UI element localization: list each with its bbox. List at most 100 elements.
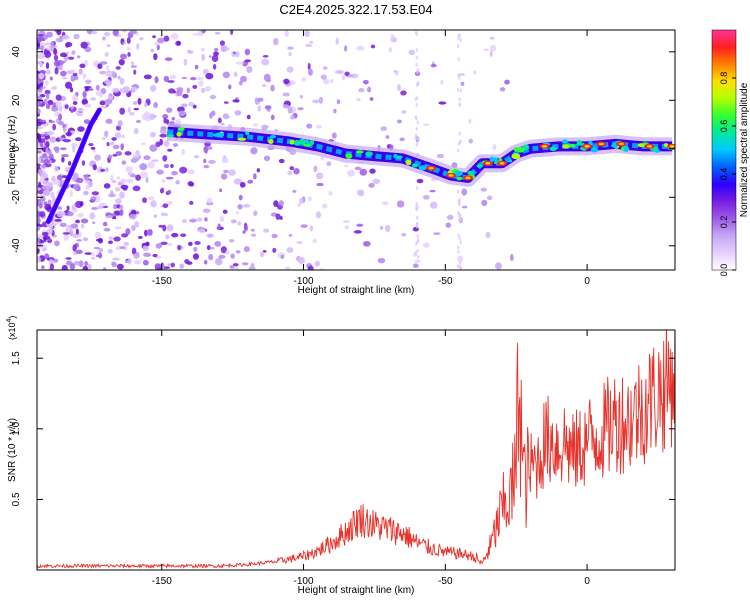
x-tick-label: -100: [294, 276, 314, 287]
noise-blob: [328, 191, 333, 196]
noise-blob: [284, 30, 290, 37]
noise-blob: [117, 119, 123, 127]
noise-blob: [127, 52, 131, 57]
noise-blob: [82, 90, 87, 98]
noise-blob: [44, 80, 49, 86]
noise-blob: [69, 263, 76, 270]
noise-blob: [220, 246, 227, 254]
noise-blob: [293, 167, 300, 175]
noise-blob: [49, 136, 57, 143]
noise-blob: [408, 49, 416, 56]
y-tick-label: -40: [11, 238, 22, 253]
noise-blob: [416, 215, 419, 220]
snr-series: [37, 330, 675, 569]
noise-blob: [206, 197, 213, 204]
noise-blob: [457, 245, 460, 250]
noise-blob: [194, 64, 199, 70]
noise-blob: [468, 118, 472, 125]
noise-blob: [132, 156, 140, 162]
noise-blob: [193, 154, 200, 159]
noise-blob: [163, 266, 171, 270]
noise-blob: [253, 210, 258, 216]
noise-blob: [459, 260, 462, 265]
noise-blob: [219, 188, 223, 193]
noise-blob: [84, 86, 90, 92]
noise-blob: [54, 240, 60, 247]
ridge-blob: [562, 144, 570, 149]
noise-blob: [414, 250, 417, 255]
noise-blob: [153, 53, 158, 61]
noise-blob: [37, 199, 42, 202]
ridge-blob: [298, 138, 306, 145]
noise-blob: [344, 71, 350, 76]
noise-blob: [115, 151, 123, 156]
noise-blob: [306, 123, 313, 129]
noise-blob: [43, 98, 48, 105]
noise-blob: [38, 181, 42, 188]
noise-blob: [401, 233, 407, 237]
noise-blob: [137, 235, 143, 239]
noise-blob: [71, 50, 76, 56]
noise-blob: [111, 137, 117, 141]
noise-blob: [232, 263, 239, 267]
noise-blob: [41, 231, 49, 236]
noise-blob: [415, 96, 419, 101]
noise-blob: [133, 260, 142, 265]
noise-blob: [362, 79, 369, 85]
noise-blob: [416, 120, 419, 125]
ridge-blob: [176, 131, 182, 137]
noise-blob: [165, 176, 174, 180]
noise-blob: [133, 107, 139, 111]
noise-blob: [40, 240, 45, 243]
noise-blob: [429, 201, 438, 209]
noise-blob: [250, 233, 257, 237]
noise-blob: [45, 141, 50, 149]
noise-blob: [318, 96, 324, 104]
noise-blob: [472, 70, 477, 75]
noise-blob: [115, 66, 121, 70]
noise-blob: [385, 135, 390, 139]
noise-blob: [206, 233, 214, 238]
noise-blob: [458, 264, 462, 269]
noise-blob: [39, 195, 46, 202]
ridge-blob: [345, 153, 353, 159]
colorbar-tick-label: 0.0: [719, 264, 729, 277]
noise-blob: [76, 239, 82, 242]
noise-blob: [396, 200, 405, 208]
noise-blob: [130, 86, 138, 93]
noise-blob: [120, 184, 129, 190]
noise-blob: [100, 168, 106, 172]
noise-blob: [60, 70, 67, 77]
y-scale-exponent: 4: [6, 318, 13, 322]
noise-blob: [116, 176, 121, 180]
noise-blob: [177, 244, 181, 251]
noise-blob: [108, 236, 114, 240]
noise-blob: [143, 155, 151, 161]
ridge-blob: [177, 127, 185, 131]
noise-blob: [133, 128, 139, 135]
noise-blob: [123, 241, 130, 246]
noise-blob: [368, 183, 375, 188]
noise-blob: [223, 101, 229, 104]
noise-blob: [37, 142, 41, 150]
noise-blob: [58, 64, 63, 71]
noise-blob: [181, 219, 187, 224]
noise-blob: [65, 257, 72, 260]
noise-blob: [77, 126, 85, 132]
noise-blob: [56, 210, 64, 218]
noise-blob: [458, 131, 461, 136]
noise-blob: [162, 224, 167, 232]
noise-blob: [107, 95, 114, 100]
hot-spot-core: [618, 142, 624, 146]
noise-blob: [104, 130, 109, 138]
noise-blob: [167, 80, 175, 83]
noise-blob: [75, 177, 84, 184]
noise-blob: [163, 163, 170, 169]
noise-blob: [100, 105, 109, 109]
noise-blob: [57, 206, 63, 210]
noise-blob: [417, 254, 420, 259]
noise-blob: [84, 59, 88, 67]
noise-blob: [186, 50, 194, 54]
noise-blob: [415, 241, 418, 246]
colorbar-ticks: 0.0 0.2 0.4 0.6 0.8: [719, 72, 736, 277]
